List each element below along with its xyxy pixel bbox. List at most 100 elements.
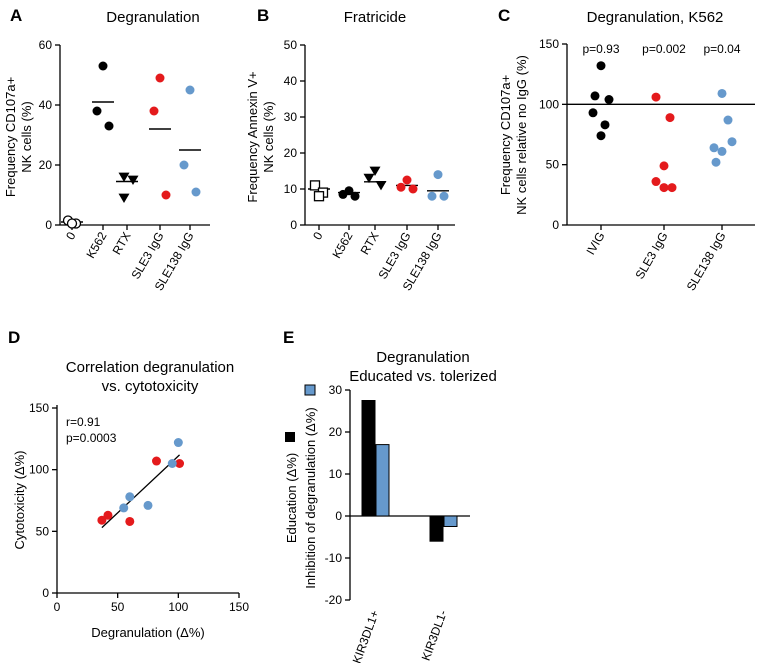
panel-a-point — [98, 61, 108, 71]
panel-c-pvalue: p=0.93 — [582, 42, 619, 56]
panel-b-point — [363, 173, 375, 184]
panel-c-point — [667, 183, 677, 193]
panel-d-point — [125, 516, 135, 526]
panel-c-point — [665, 113, 675, 123]
panel-b-point — [433, 170, 443, 180]
panel-e-ytick-label: 0 — [335, 509, 342, 523]
panel-d-point — [151, 456, 161, 466]
panel-b-ytick-label: 30 — [284, 110, 298, 124]
panel-e-x-ticks: KIR3DL1+ KIR3DL1- — [350, 608, 450, 663]
panel-b-point — [408, 184, 418, 194]
panel-e-bar — [429, 515, 444, 542]
panel-c-xtick-label: SLE3 IgG — [632, 230, 670, 282]
panel-b-ylabel-line1: Frequency Annexin V+ — [245, 71, 260, 202]
panel-a-point — [149, 106, 159, 116]
panel-a-point — [118, 193, 130, 203]
panel-c-x-ticks: IVIG SLE3 IgG SLE138 IgG — [583, 225, 729, 294]
panel-e-legend-inhibition-swatch — [304, 384, 316, 396]
panel-b-y-ticks: 0 10 20 30 40 50 — [284, 38, 305, 232]
panel-c-ylabel-line1: Frequency CD107a+ — [498, 75, 513, 195]
panel-c-point — [659, 183, 669, 193]
panel-c-point — [659, 161, 669, 171]
panel-e-title-line1: Degranulation — [376, 349, 469, 366]
panel-label-c: C — [498, 6, 510, 25]
panel-d-point — [125, 492, 135, 502]
panel-d-ytick-label: 0 — [42, 586, 49, 600]
panel-d-xtick-label: 150 — [229, 600, 249, 614]
panel-c-xtick-label: SLE138 IgG — [684, 230, 729, 294]
panel-e-ylabel-line1: Education (Δ%) — [284, 453, 299, 543]
panel-e-ytick-label: 20 — [329, 425, 343, 439]
panel-label-b: B — [257, 6, 269, 25]
panel-a-point — [127, 175, 139, 185]
panel-d-x-ticks: 0 50 100 150 — [54, 593, 249, 614]
panel-b-ytick-label: 50 — [284, 38, 298, 52]
panel-c-pvalue: p=0.04 — [703, 42, 740, 56]
panel-a-ylabel-line2: NK cells (%) — [19, 101, 34, 173]
panel-e-ytick-label: 10 — [329, 467, 343, 481]
panel-c-pvalue: p=0.002 — [642, 42, 686, 56]
panel-b-xtick-label: RTX — [358, 230, 382, 258]
panel-c-xtick-label: IVIG — [583, 230, 607, 258]
panel-d-ytick-label: 50 — [36, 524, 50, 538]
panel-e-y-ticks: -20 -10 0 10 20 30 — [325, 383, 350, 607]
panel-b: B Fratricide Frequency Annexin V+ NK cel… — [245, 6, 455, 293]
panel-c-point — [711, 157, 721, 167]
panel-d-xtick-label: 100 — [168, 600, 188, 614]
panel-d-title-line2: vs. cytotoxicity — [102, 378, 199, 395]
panel-d-point — [173, 438, 183, 448]
panel-a-points — [61, 61, 201, 229]
panel-c-points — [588, 61, 737, 193]
panel-label-d: D — [8, 328, 20, 347]
panel-c-point — [717, 88, 727, 98]
panel-d-point — [167, 459, 177, 468]
panel-a: A Degranulation Frequency CD107a+ NK cel… — [3, 6, 210, 293]
panel-c-point — [651, 177, 661, 187]
panel-c: C Degranulation, K562 Frequency CD107a+ … — [498, 6, 755, 293]
panel-d-point — [103, 510, 113, 520]
panel-e-ytick-label: -20 — [325, 593, 343, 607]
panel-c-ytick-label: 150 — [539, 37, 559, 51]
panel-b-point — [313, 191, 325, 202]
panel-e-ytick-label: 30 — [329, 383, 343, 397]
panel-b-point — [402, 175, 412, 185]
panel-b-point — [427, 191, 437, 201]
panel-d-fit-line — [101, 454, 180, 529]
panel-b-title: Fratricide — [344, 9, 407, 26]
panel-b-ytick-label: 10 — [284, 182, 298, 196]
panel-e-bar — [443, 515, 458, 527]
panel-a-point — [66, 218, 78, 229]
panel-c-point — [590, 91, 600, 101]
panel-b-point — [350, 191, 360, 201]
panel-c-point — [600, 120, 610, 130]
panel-d: D Correlation degranulation vs. cytotoxi… — [8, 328, 249, 640]
panel-e-ylabel-line2: Inhibition of degranulation (Δ%) — [303, 407, 318, 588]
panel-d-stat-r: r=0.91 — [66, 415, 101, 429]
panel-a-ylabel-line1: Frequency CD107a+ — [3, 77, 18, 197]
panel-a-point — [92, 106, 102, 116]
panel-c-point — [596, 131, 606, 141]
panel-b-xtick-label: 0 — [310, 229, 326, 242]
panel-a-y-ticks: 0 20 40 60 — [39, 38, 60, 232]
panel-e-bars — [361, 400, 458, 542]
panel-e-xtick-label: KIR3DL1+ — [350, 608, 382, 663]
panel-c-point — [709, 143, 719, 153]
panel-c-ytick-label: 0 — [552, 218, 559, 232]
panel-e-legend-education-swatch — [285, 432, 295, 442]
panel-a-point — [155, 73, 165, 83]
panel-d-point — [97, 515, 107, 525]
panel-c-point — [588, 108, 598, 118]
panel-c-ylabel-line2: NK cells relative no IgG (%) — [514, 55, 529, 215]
panel-d-y-ticks: 0 50 100 150 — [29, 401, 57, 600]
panel-a-point — [191, 187, 201, 197]
panel-c-point — [651, 92, 661, 102]
panel-e-bar — [375, 444, 390, 517]
panel-d-ytick-label: 150 — [29, 401, 49, 415]
panel-a-point — [161, 190, 171, 200]
panel-a-point — [104, 121, 114, 131]
panel-a-title: Degranulation — [106, 9, 199, 26]
panel-a-ytick-label: 0 — [45, 218, 52, 232]
panel-b-ylabel-line2: NK cells (%) — [261, 101, 276, 173]
